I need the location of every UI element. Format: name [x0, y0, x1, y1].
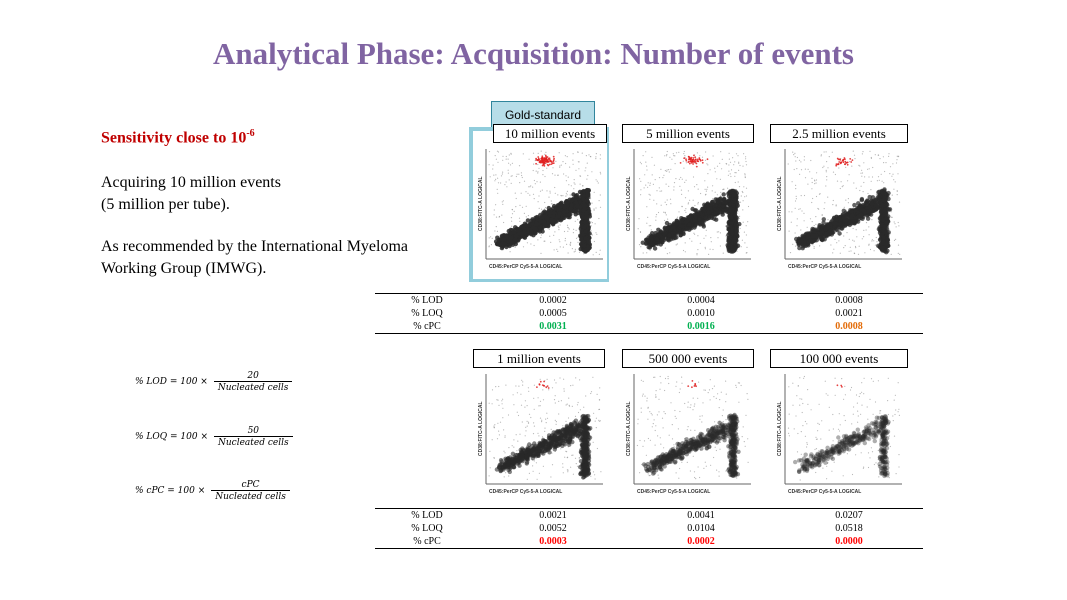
cell: 0.0016: [687, 321, 715, 332]
plot-x-label: CD45:PerCP Cy5-5-A LOGICAL: [788, 489, 861, 495]
plot-y-label: CD38:FITC-A LOGICAL: [626, 401, 632, 456]
plot-1-million: CD38:FITC-A LOGICAL CD45:PerCP Cy5-5-A LO…: [473, 349, 607, 504]
plot-y-label: CD38:FITC-A LOGICAL: [777, 176, 783, 231]
plot-x-label: CD45:PerCP Cy5-5-A LOGICAL: [489, 264, 562, 270]
scatter-plot: CD38:FITC-A LOGICAL CD45:PerCP Cy5-5-A LO…: [473, 356, 607, 504]
scatter-plot: CD38:FITC-A LOGICAL CD45:PerCP Cy5-5-A LO…: [621, 131, 755, 279]
plot-5-million: CD38:FITC-A LOGICAL CD45:PerCP Cy5-5-A LO…: [621, 124, 755, 279]
formula-numerator: 20: [247, 371, 259, 381]
stats-table-bottom: % LOD 0.0021 0.0041 0.0207 % LOQ 0.0052 …: [375, 508, 923, 549]
cell: 0.0004: [687, 295, 715, 306]
plot-x-label: CD45:PerCP Cy5-5-A LOGICAL: [637, 489, 710, 495]
cell: 0.0003: [539, 536, 567, 547]
plot-background: [621, 356, 755, 504]
plot-y-label: CD38:FITC-A LOGICAL: [478, 176, 484, 231]
table-row: % LOQ 0.0052 0.0104 0.0518: [375, 522, 923, 535]
plot-events: [488, 150, 602, 256]
plot-label: 500 000 events: [622, 349, 754, 368]
plot-background: [772, 356, 906, 504]
formula-lhs: % cPC = 100 ×: [135, 486, 206, 496]
plot-100000: CD38:FITC-A LOGICAL CD45:PerCP Cy5-5-A LO…: [770, 349, 908, 504]
formula-fraction: cPC Nucleated cells: [211, 480, 290, 502]
imwg-line-1: As recommended by the International Myel…: [101, 238, 409, 255]
acquisition-line-1: Acquiring 10 million events: [101, 174, 281, 191]
table-row: % cPC 0.0003 0.0002 0.0000: [375, 535, 923, 549]
formula-numerator: 50: [247, 426, 260, 436]
cell: 0.0031: [539, 321, 567, 332]
plot-500000: CD38:FITC-A LOGICAL CD45:PerCP Cy5-5-A LO…: [621, 349, 755, 504]
cell: 0.0052: [539, 523, 567, 534]
formula-lod: % LOD = 100 × 20 Nucleated cells: [135, 371, 293, 393]
sensitivity-text: Sensitivity close to 10: [101, 129, 247, 147]
formula-denominator: Nucleated cells: [213, 381, 293, 393]
table-row: % cPC 0.0031 0.0016 0.0008: [375, 320, 923, 334]
plot-x-label: CD45:PerCP Cy5-5-A LOGICAL: [489, 489, 562, 495]
cell: 0.0207: [835, 510, 863, 521]
sensitivity-exponent: -6: [246, 128, 255, 139]
plot-events: [488, 376, 602, 480]
plot-x-label: CD45:PerCP Cy5-5-A LOGICAL: [637, 264, 710, 270]
imwg-line-2: Working Group (IMWG).: [101, 260, 267, 277]
scatter-plot: CD38:FITC-A LOGICAL CD45:PerCP Cy5-5-A LO…: [473, 131, 607, 279]
formula-lhs: % LOQ = 100 ×: [135, 432, 208, 442]
plot-10-million: CD38:FITC-A LOGICAL CD45:PerCP Cy5-5-A LO…: [473, 124, 607, 279]
acquisition-line-2: (5 million per tube).: [101, 196, 230, 213]
imwg-paragraph: As recommended by the International Myel…: [101, 236, 408, 280]
plot-events: [637, 150, 750, 256]
row-label: % LOQ: [411, 523, 443, 534]
row-label: % LOD: [411, 295, 443, 306]
table-row: % LOQ 0.0005 0.0010 0.0021: [375, 307, 923, 320]
cell: 0.0005: [539, 308, 567, 319]
scatter-plot: CD38:FITC-A LOGICAL CD45:PerCP Cy5-5-A LO…: [772, 356, 906, 504]
plot-label: 1 million events: [473, 349, 605, 368]
plot-2-5-million: CD38:FITC-A LOGICAL CD45:PerCP Cy5-5-A LO…: [770, 124, 908, 279]
plot-y-label: CD38:FITC-A LOGICAL: [626, 176, 632, 231]
scatter-plot: CD38:FITC-A LOGICAL CD45:PerCP Cy5-5-A LO…: [772, 131, 906, 279]
plot-events: [787, 150, 901, 255]
plot-events: [787, 375, 900, 481]
cell: 0.0002: [539, 295, 567, 306]
plot-label: 100 000 events: [770, 349, 908, 368]
formula-denominator: Nucleated cells: [211, 490, 290, 502]
formula-lhs: % LOD = 100 ×: [135, 377, 208, 387]
formula-numerator: cPC: [241, 480, 260, 490]
formula-loq: % LOQ = 100 × 50 Nucleated cells: [135, 426, 293, 448]
cell: 0.0041: [687, 510, 715, 521]
row-label: % cPC: [413, 321, 441, 332]
plot-label: 10 million events: [493, 124, 607, 143]
stats-table-top: % LOD 0.0002 0.0004 0.0008 % LOQ 0.0005 …: [375, 293, 923, 334]
scatter-plot: CD38:FITC-A LOGICAL CD45:PerCP Cy5-5-A LO…: [621, 356, 755, 504]
acquisition-paragraph: Acquiring 10 million events (5 million p…: [101, 172, 281, 216]
cell: 0.0008: [835, 295, 863, 306]
row-label: % LOD: [411, 510, 443, 521]
table-row: % LOD 0.0002 0.0004 0.0008: [375, 294, 923, 308]
cell: 0.0021: [539, 510, 567, 521]
row-label: % cPC: [413, 536, 441, 547]
plot-label: 2.5 million events: [770, 124, 908, 143]
plot-x-label: CD45:PerCP Cy5-5-A LOGICAL: [788, 264, 861, 270]
table-row: % LOD 0.0021 0.0041 0.0207: [375, 509, 923, 523]
formula-fraction: 20 Nucleated cells: [213, 371, 293, 393]
row-label: % LOQ: [411, 308, 443, 319]
cell: 0.0010: [687, 308, 715, 319]
formula-denominator: Nucleated cells: [214, 436, 293, 448]
plot-y-label: CD38:FITC-A LOGICAL: [777, 401, 783, 456]
cell: 0.0021: [835, 308, 863, 319]
slide-title: Analytical Phase: Acquisition: Number of…: [213, 36, 854, 71]
plot-label: 5 million events: [622, 124, 754, 143]
plot-events: [636, 375, 749, 480]
sensitivity-heading: Sensitivity close to 10-6: [101, 128, 255, 147]
cell: 0.0104: [687, 523, 715, 534]
formula-fraction: 50 Nucleated cells: [214, 426, 293, 448]
formula-cpc: % cPC = 100 × cPC Nucleated cells: [135, 480, 290, 502]
cell: 0.0000: [835, 536, 863, 547]
plot-y-label: CD38:FITC-A LOGICAL: [478, 401, 484, 456]
cell: 0.0002: [687, 536, 715, 547]
cell: 0.0518: [835, 523, 863, 534]
cell: 0.0008: [835, 321, 863, 332]
